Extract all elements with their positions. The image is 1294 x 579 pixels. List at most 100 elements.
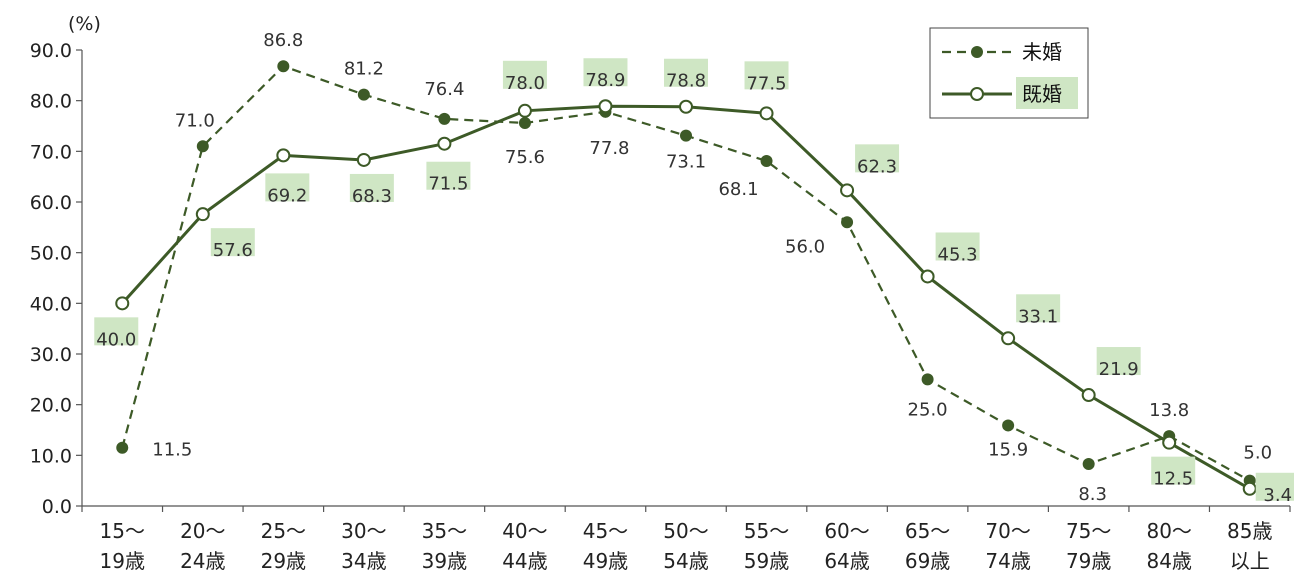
x-tick-label: 79歳 (1066, 549, 1111, 573)
x-tick-label: 20～ (180, 519, 225, 543)
point-unmarried (518, 116, 531, 129)
data-label-bg-married (855, 144, 900, 173)
series-lines (121, 64, 1251, 491)
point-married (759, 106, 774, 121)
x-tick-label: 19歳 (100, 549, 145, 573)
data-label-unmarried: 5.0 (1243, 443, 1272, 464)
x-tick-label: 29歳 (261, 549, 306, 573)
data-label-unmarried: 15.9 (988, 439, 1028, 460)
y-axis-ticks: 0.0 10.0 20.0 30.0 40.0 50.0 60.0 70.0 80.0 90.0 (30, 40, 82, 518)
data-label-unmarried: 76.4 (424, 79, 464, 100)
y-tick-label: 60.0 (30, 192, 72, 214)
point-married (1081, 388, 1096, 403)
x-tick-label: 59歳 (744, 549, 789, 573)
data-label-bg-married (502, 60, 547, 89)
data-label-married: 62.3 (857, 156, 897, 177)
x-tick-label: 80～ (1146, 519, 1191, 543)
x-tick-label: 69歳 (905, 549, 950, 573)
legend-marker-married (970, 87, 984, 101)
x-tick-label: 49歳 (583, 549, 628, 573)
x-tick-label: 25～ (261, 519, 306, 543)
x-tick-label: 45～ (583, 519, 628, 543)
x-tick-label: 30～ (341, 519, 386, 543)
point-unmarried (1082, 457, 1095, 470)
data-label-married: 77.5 (746, 73, 786, 94)
data-label-unmarried: 8.3 (1078, 484, 1107, 505)
series-line-unmarried (121, 64, 1251, 482)
x-tick-label: 35～ (422, 519, 467, 543)
axes: (%) (68, 13, 1290, 507)
point-unmarried (277, 60, 290, 73)
series-markers (115, 60, 1257, 496)
point-married (517, 103, 532, 118)
data-labels: 11.5 71.0 86.8 81.2 76.4 75.6 77.8 73.1 68.1 56.0… (94, 30, 1294, 506)
data-label-unmarried: 71.0 (175, 110, 215, 131)
data-label-unmarried: 73.1 (666, 152, 706, 173)
x-tick-label: 85歳 (1227, 519, 1272, 543)
x-tick-label: 75～ (1066, 519, 1111, 543)
x-tick-label: 39歳 (422, 549, 467, 573)
data-label-bg-married (1151, 456, 1196, 485)
point-married (920, 269, 935, 284)
data-label-unmarried: 13.8 (1149, 400, 1189, 421)
data-label-bg-married (349, 173, 394, 202)
data-label-married: 3.4 (1263, 485, 1292, 506)
point-unmarried (438, 112, 451, 125)
point-married (437, 136, 452, 151)
x-tick-label: 60～ (824, 519, 869, 543)
y-tick-label: 40.0 (30, 293, 72, 315)
data-label-married: 40.0 (96, 329, 136, 350)
data-label-bg-married (210, 228, 255, 257)
data-label-bg-married (265, 173, 310, 202)
x-tick-label: 34歳 (341, 549, 386, 573)
data-label-married: 78.9 (585, 70, 625, 91)
point-unmarried (196, 140, 209, 153)
y-tick-label: 90.0 (30, 40, 72, 62)
data-label-unmarried: 77.8 (589, 138, 629, 159)
point-married (356, 152, 371, 167)
point-married (1242, 481, 1257, 496)
point-unmarried (921, 373, 934, 386)
data-label-bg-married (1016, 294, 1061, 323)
data-label-married: 57.6 (213, 240, 253, 261)
data-label-married: 69.2 (267, 185, 307, 206)
point-unmarried (680, 129, 692, 142)
data-label-unmarried: 75.6 (505, 147, 545, 168)
x-tick-label: 44歳 (502, 549, 547, 573)
y-tick-label: 30.0 (30, 344, 72, 366)
data-label-unmarried: 86.8 (263, 30, 303, 51)
point-married (276, 148, 291, 163)
data-label-married: 33.1 (1018, 306, 1058, 327)
point-married (679, 99, 693, 114)
point-married (1001, 331, 1016, 346)
y-tick-label: 80.0 (30, 91, 72, 113)
y-unit-label: (%) (68, 13, 101, 35)
data-label-bg-married (935, 232, 980, 261)
x-axis-ticks: 15～ 19歳 20～ 24歳 25～ 29歳 30～ 34歳 35～ 39歳 40～ 44歳 45～ 4… (81, 506, 1291, 573)
data-label-unmarried: 68.1 (718, 179, 758, 200)
data-label-bg-married (583, 58, 628, 87)
point-married (598, 99, 613, 114)
point-unmarried (841, 216, 854, 229)
point-unmarried (1002, 419, 1015, 432)
data-label-unmarried: 11.5 (152, 440, 192, 461)
data-label-married: 78.0 (505, 73, 545, 94)
x-tick-label: 84歳 (1146, 549, 1191, 573)
point-married (1162, 435, 1177, 450)
data-label-bg-married (1255, 472, 1294, 501)
data-label-unmarried: 25.0 (908, 399, 948, 420)
x-tick-label: 54歳 (663, 549, 708, 573)
y-tick-label: 0.0 (42, 496, 72, 518)
point-unmarried (116, 441, 129, 454)
x-tick-label: 24歳 (180, 549, 225, 573)
point-married (840, 183, 855, 198)
data-label-unmarried: 81.2 (344, 59, 384, 80)
x-tick-label: 50～ (663, 519, 708, 543)
y-tick-label: 10.0 (30, 445, 72, 467)
y-tick-label: 50.0 (30, 243, 72, 265)
data-label-bg-married (1096, 347, 1141, 376)
y-tick-label: 70.0 (30, 141, 72, 163)
data-label-married: 71.5 (428, 174, 468, 195)
